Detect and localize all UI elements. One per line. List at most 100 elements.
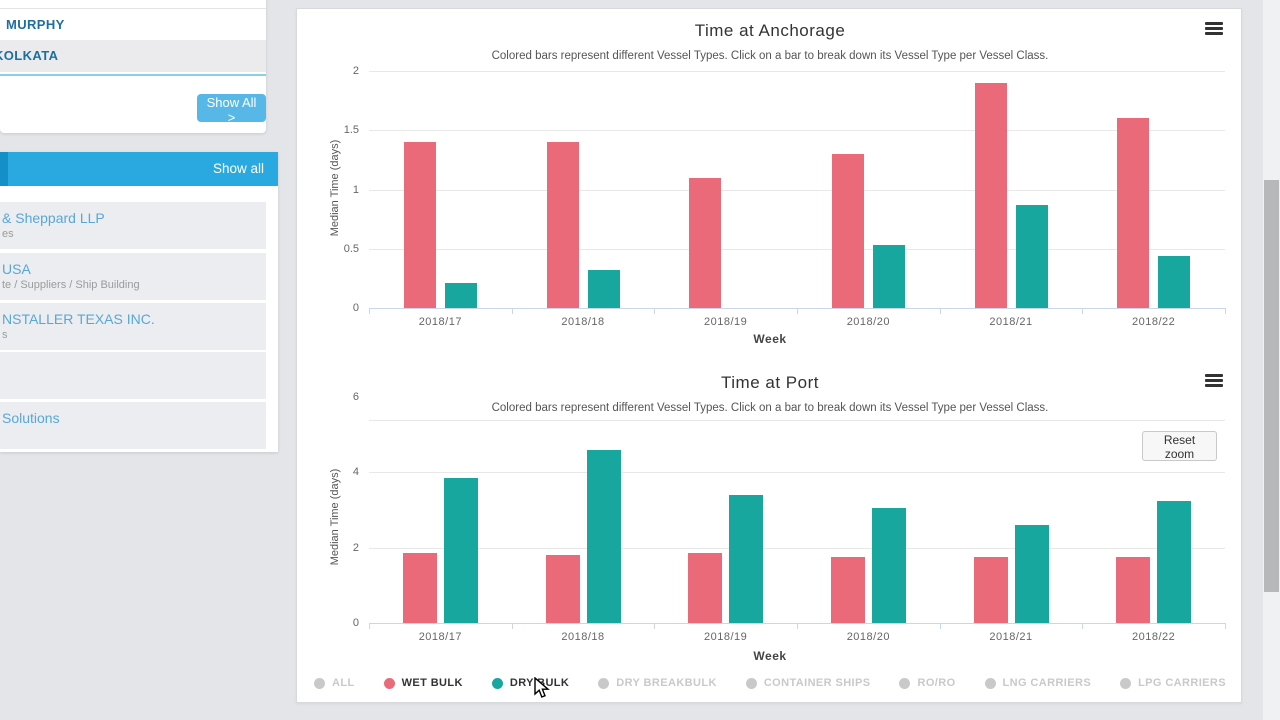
company-list-item[interactable]: NSTALLER TEXAS INC. s [0, 303, 266, 350]
x-axis-tick [511, 624, 513, 629]
page-scrollbar-track[interactable] [1263, 0, 1280, 720]
legend-label: LNG CARRIERS [1002, 677, 1092, 689]
bar-dry-bulk[interactable] [1014, 525, 1049, 623]
company-link[interactable]: Solutions [2, 410, 60, 426]
port-list-item-kolkata[interactable]: KOLKATA [0, 40, 266, 72]
gridline [369, 189, 1225, 191]
bar-wet-bulk[interactable] [831, 153, 864, 308]
anchorage-chart-subtitle: Colored bars represent different Vessel … [491, 50, 1049, 62]
bar-dry-bulk[interactable] [443, 477, 478, 623]
x-axis-tick [1225, 309, 1226, 314]
gridline [369, 71, 1225, 72]
company-categories: te / Suppliers / Ship Building [2, 279, 140, 291]
bar-wet-bulk[interactable] [402, 553, 437, 623]
bar-wet-bulk[interactable] [973, 557, 1008, 623]
bar-dry-bulk[interactable] [871, 508, 906, 623]
companies-header-bar[interactable]: Show all [0, 152, 278, 186]
bar-dry-bulk[interactable] [729, 494, 764, 623]
x-axis-category-label: 2018/19 [704, 631, 748, 643]
company-link[interactable]: NSTALLER TEXAS INC. [2, 311, 155, 327]
reset-zoom-button[interactable]: Reset zoom [1142, 431, 1217, 461]
bar-dry-bulk[interactable] [587, 270, 620, 308]
bar-wet-bulk[interactable] [830, 557, 865, 623]
x-axis-line [369, 308, 1226, 309]
hamburger-menu-icon[interactable] [1205, 22, 1223, 36]
x-axis-category-label: 2018/19 [704, 316, 748, 328]
bar-wet-bulk[interactable] [974, 82, 1007, 308]
page-scrollbar-thumb[interactable] [1264, 180, 1279, 592]
legend-dot-icon [745, 677, 757, 689]
vessel-type-legend: ALL WET BULK DRY BULK DRY BREAKBULK CONTAINE… [297, 677, 1243, 689]
x-axis-category-label: 2018/22 [1132, 316, 1176, 328]
bar-wet-bulk[interactable] [688, 553, 723, 623]
bar-wet-bulk[interactable] [689, 177, 722, 308]
x-axis-category-label: 2018/18 [561, 316, 605, 328]
hamburger-menu-icon[interactable] [1205, 374, 1223, 388]
company-list-item[interactable]: Solutions [0, 402, 266, 449]
charts-panel: Time at Anchorage Colored bars represent… [296, 8, 1242, 703]
company-categories: s [2, 329, 8, 341]
legend-item-ro-ro[interactable]: RO/RO [899, 677, 955, 689]
x-axis-tick [939, 624, 941, 629]
x-axis-category-label: 2018/17 [418, 316, 462, 328]
show-all-link[interactable]: Show all [212, 161, 264, 176]
x-axis-category-label: 2018/20 [846, 316, 890, 328]
legend-item-container-ships[interactable]: CONTAINER SHIPS [745, 677, 871, 689]
anchorage-x-axis-title: Week [753, 332, 787, 346]
anchorage-chart-title: Time at Anchorage [694, 21, 846, 40]
company-link[interactable]: & Sheppard LLP [2, 210, 105, 226]
legend-item-dry-bulk[interactable]: DRY BULK [491, 677, 569, 689]
bar-dry-bulk[interactable] [872, 245, 905, 308]
legend-dot-icon [984, 677, 996, 689]
company-list-item[interactable]: & Sheppard LLP es [0, 202, 266, 249]
x-axis-tick [797, 624, 798, 629]
port-chart-subtitle: Colored bars represent different Vessel … [491, 402, 1049, 414]
bar-dry-bulk[interactable] [1157, 500, 1192, 623]
y-axis-tick-label: 1.5 [343, 124, 359, 137]
bar-dry-bulk[interactable] [1015, 204, 1048, 308]
gridline [369, 130, 1225, 132]
x-axis-category-label: 2018/18 [561, 631, 605, 643]
bar-wet-bulk[interactable] [1116, 557, 1151, 623]
show-all-button[interactable]: Show All > [197, 94, 266, 125]
x-axis-tick [369, 624, 370, 629]
gridline [369, 419, 1225, 421]
gridline [369, 472, 1225, 474]
legend-label: DRY BREAKBULK [616, 677, 717, 689]
port-list-item-murphy[interactable]: MURPHY [0, 8, 266, 41]
y-axis-tick-label: 2 [352, 541, 359, 554]
x-axis-line [369, 623, 1226, 624]
legend-item-lng-carriers[interactable]: LNG CARRIERS [984, 677, 1092, 689]
y-axis-tick-label: 0 [352, 302, 359, 314]
x-axis-tick [1225, 624, 1226, 629]
port-chart-title: Time at Port [721, 373, 819, 392]
legend-item-wet-bulk[interactable]: WET BULK [383, 677, 463, 689]
company-list-item[interactable]: USA te / Suppliers / Ship Building [0, 253, 266, 300]
company-list-item[interactable] [0, 352, 266, 399]
bar-wet-bulk[interactable] [1117, 118, 1150, 308]
bar-dry-bulk[interactable] [586, 449, 621, 623]
x-axis-category-label: 2018/17 [418, 631, 462, 643]
legend-item-dry-breakbulk[interactable]: DRY BREAKBULK [598, 677, 717, 689]
x-axis-tick [654, 624, 656, 629]
gridline [369, 547, 1225, 549]
bar-wet-bulk[interactable] [545, 555, 580, 623]
x-axis-category-label: 2018/21 [989, 316, 1033, 328]
bar-wet-bulk[interactable] [546, 142, 579, 308]
bar-wet-bulk[interactable] [403, 142, 436, 308]
legend-label: LPG CARRIERS [1138, 677, 1226, 689]
y-axis-tick-label: 6 [352, 390, 359, 403]
bar-dry-bulk[interactable] [1158, 255, 1191, 308]
legend-item-all[interactable]: ALL [314, 677, 355, 689]
legend-label: CONTAINER SHIPS [763, 677, 871, 689]
gridline [369, 248, 1225, 250]
bar-dry-bulk[interactable] [444, 283, 477, 308]
port-x-axis-title: Week [753, 649, 787, 663]
x-axis-tick [1082, 624, 1084, 629]
header-accent-strip [0, 152, 8, 186]
x-axis-tick [369, 309, 370, 314]
legend-item-lpg-carriers[interactable]: LPG CARRIERS [1120, 677, 1226, 689]
company-categories: es [2, 228, 14, 240]
company-link[interactable]: USA [2, 261, 31, 277]
